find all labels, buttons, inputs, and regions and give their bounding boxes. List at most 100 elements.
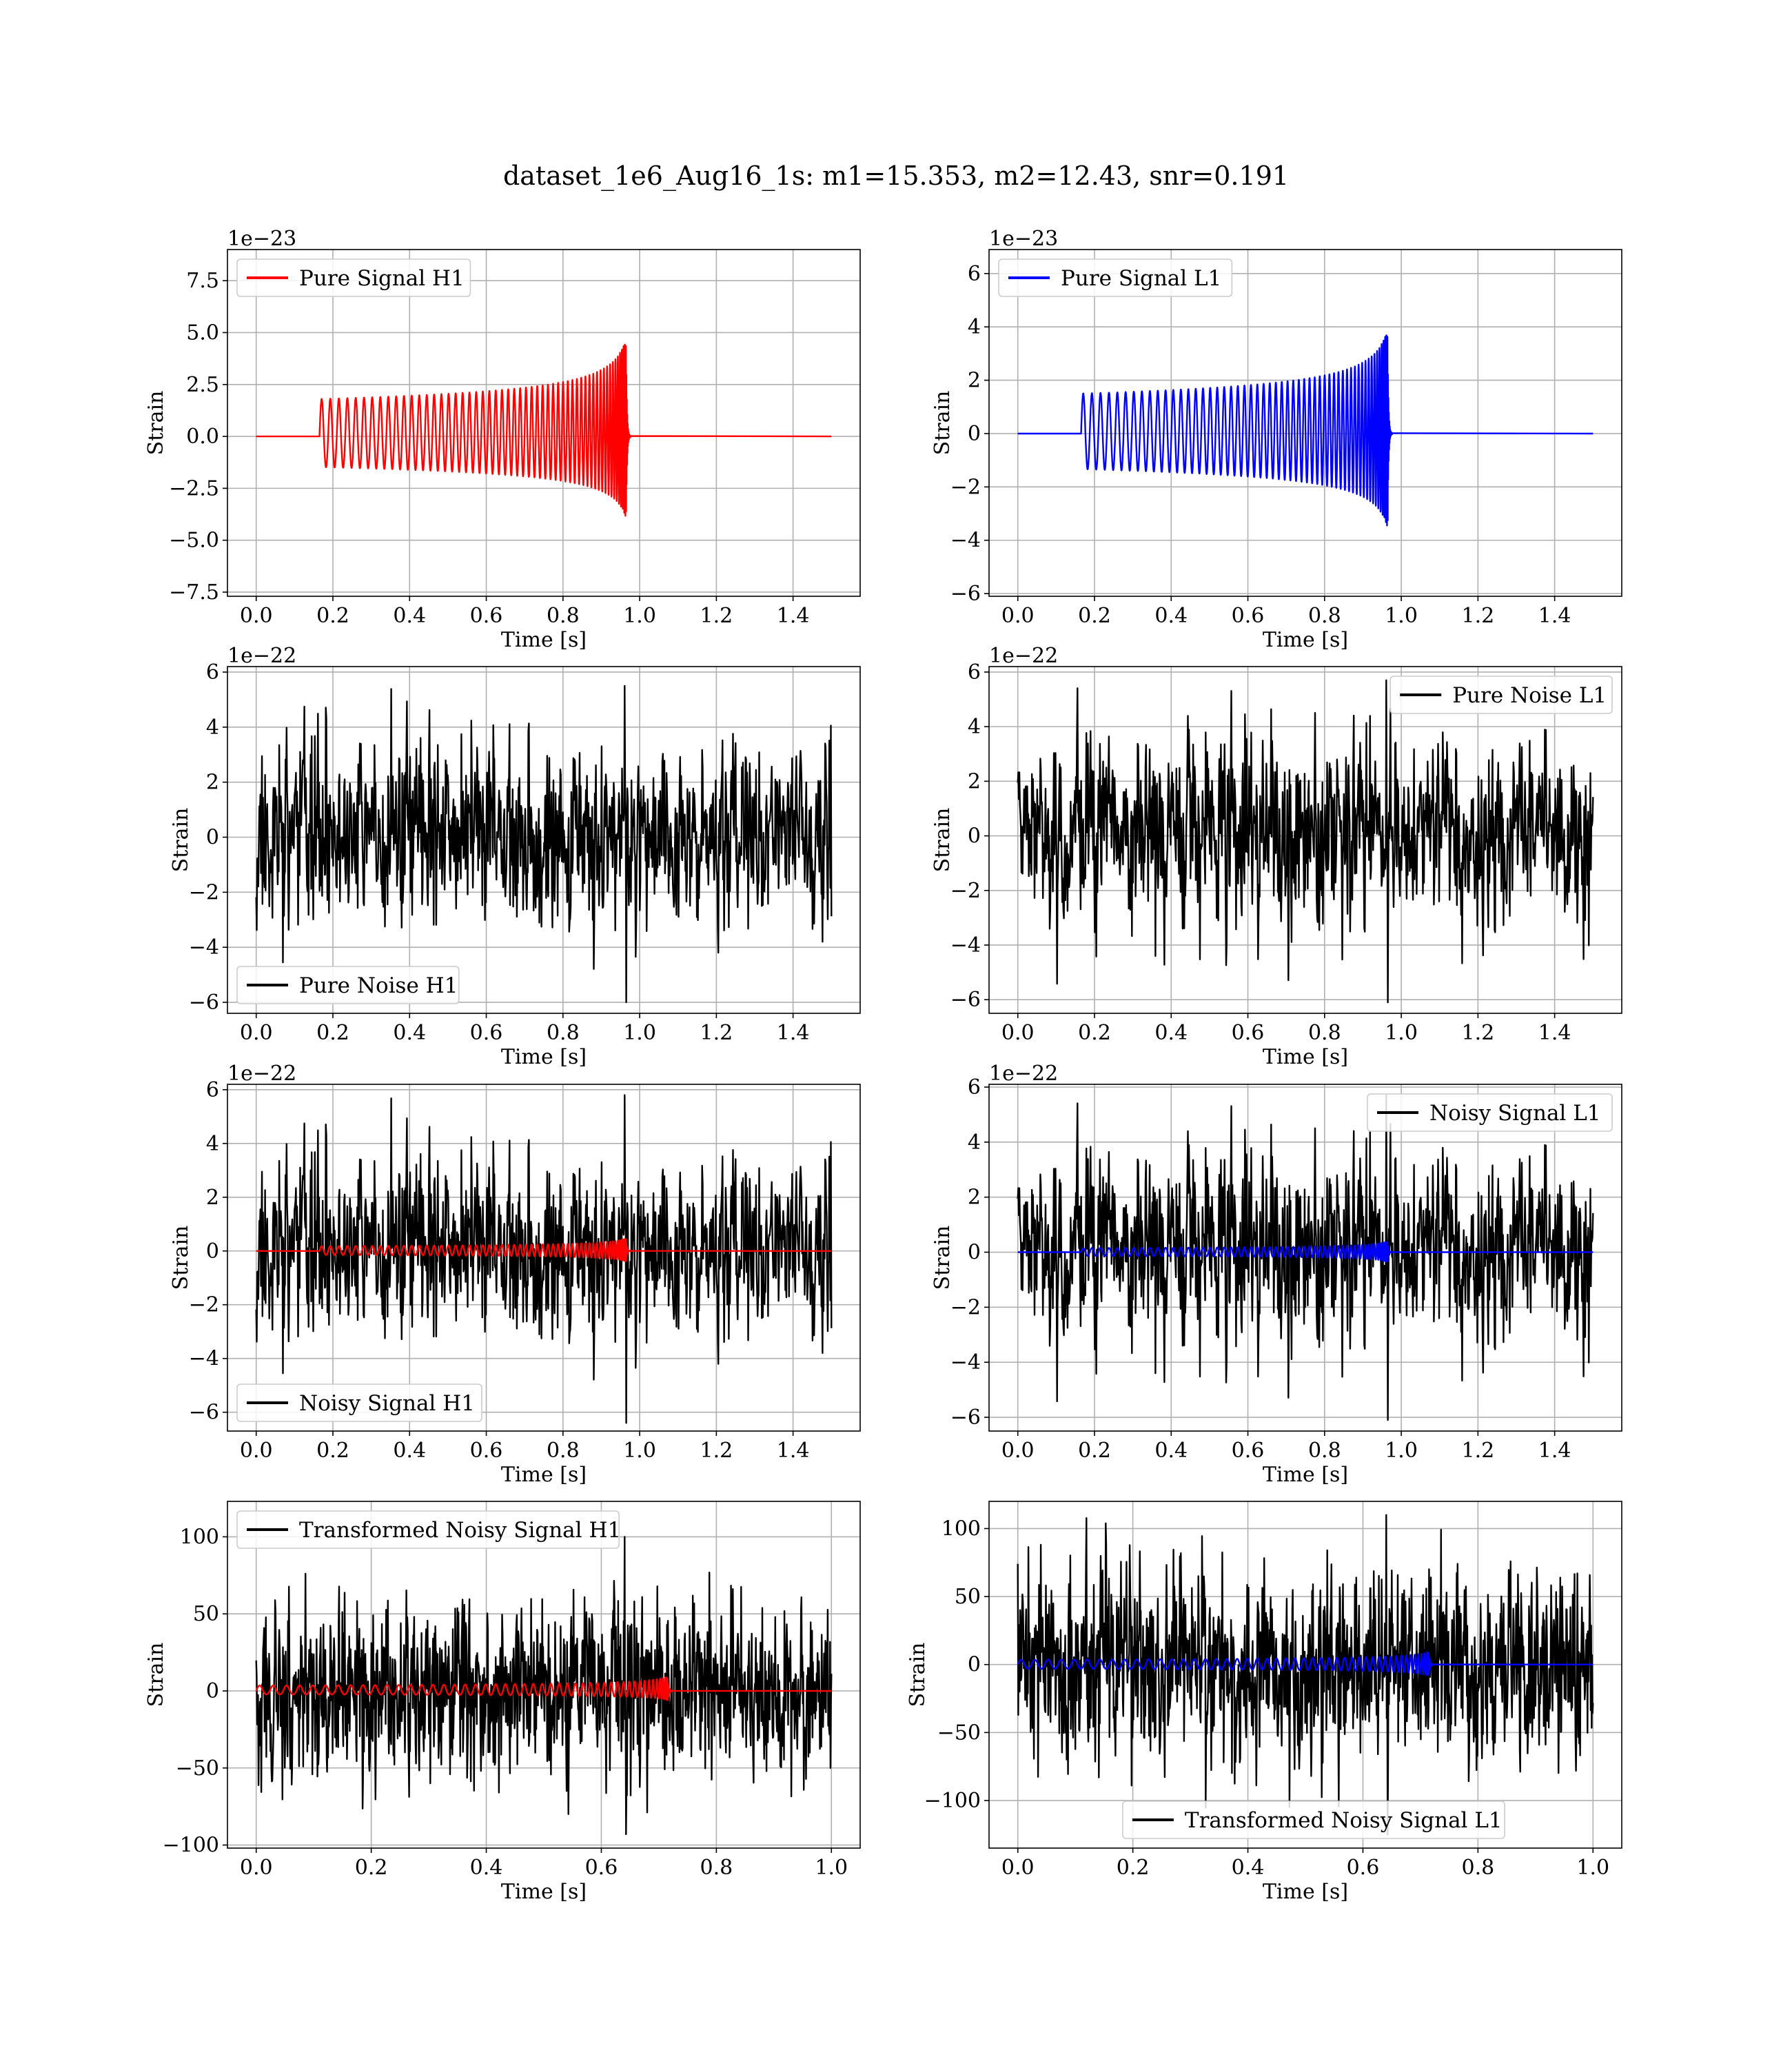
legend-box [236, 1510, 620, 1549]
y-axis-label: Strain [930, 1226, 955, 1290]
x-tick-label: 1.0 [623, 604, 656, 628]
y-tick-label: 2 [206, 1186, 219, 1210]
series-group [255, 1094, 833, 1424]
x-tick-label: 0.0 [1001, 1021, 1035, 1045]
legend: Pure Noise H1 [236, 966, 460, 1004]
x-tick-label: 0.8 [1308, 1021, 1341, 1045]
x-tick-label: 0.8 [547, 1439, 580, 1463]
x-tick-label: 1.4 [1538, 1439, 1571, 1463]
legend-label: Noisy Signal H1 [299, 1391, 475, 1416]
x-tick-label: 0.8 [547, 604, 580, 628]
y-tick-label: −4 [950, 529, 981, 553]
legend: Noisy Signal H1 [236, 1383, 482, 1422]
figure-title: dataset_1e6_Aug16_1s: m1=15.353, m2=12.4… [503, 161, 1289, 192]
subplot-3: 0.0 0.2 0.4 0.6 0.8 1.0 1.2 1.4 −6 −4 −2 0 2 4 6 Time [… [169, 644, 861, 1069]
x-tick-label: 0.0 [1001, 1856, 1035, 1880]
x-tick-label: 1.0 [1385, 1439, 1418, 1463]
legend-box [236, 966, 460, 1004]
x-tick-label: 1.4 [777, 604, 810, 628]
axes-frame [227, 666, 861, 1014]
x-tick-label: 0.4 [470, 1856, 503, 1880]
y-tick-label: −6 [950, 582, 981, 606]
y-axis-label: Strain [930, 391, 955, 456]
x-tick-label: 1.0 [1385, 1021, 1418, 1045]
x-tick-label: 0.8 [1462, 1856, 1495, 1880]
x-tick-label: 0.6 [585, 1856, 618, 1880]
x-tick-label: 1.2 [700, 604, 733, 628]
x-tick-label: 0.2 [316, 1439, 349, 1463]
series-line-1 [255, 1094, 833, 1424]
x-tick-label: 0.6 [1232, 604, 1265, 628]
x-tick-label: 1.4 [777, 1021, 810, 1045]
y-tick-label: 4 [968, 1131, 981, 1155]
legend-box [236, 1383, 482, 1422]
legend-label: Pure Noise L1 [1452, 683, 1607, 708]
x-tick-label: 0.4 [1154, 604, 1188, 628]
y-tick-label: −50 [937, 1721, 981, 1745]
y-tick-label: 7.5 [186, 269, 219, 293]
x-tick-label: 0.2 [355, 1856, 388, 1880]
subplot-4: 0.0 0.2 0.4 0.6 0.8 1.0 1.2 1.4 −6 −4 −2 0 2 4 6 Time [… [930, 644, 1622, 1069]
axis-offset-label: 1e−22 [989, 1062, 1058, 1086]
y-tick-label: −2 [950, 475, 981, 499]
x-tick-label: 0.6 [470, 604, 503, 628]
y-tick-label: 2 [968, 1186, 981, 1210]
y-tick-label: −6 [189, 991, 219, 1015]
series-group [1017, 1514, 1594, 1836]
x-tick-label: 0.8 [700, 1856, 733, 1880]
x-tick-label: 1.4 [1538, 604, 1571, 628]
y-tick-label: 0 [968, 824, 981, 849]
x-axis-label: Time [s] [1263, 1045, 1348, 1069]
x-tick-label: 0.8 [1308, 604, 1341, 628]
x-tick-label: 0.2 [1078, 1021, 1111, 1045]
y-tick-label: −4 [950, 1350, 981, 1375]
series-line-1 [1017, 1094, 1594, 1421]
axis-offset-label: 1e−22 [227, 1062, 296, 1086]
x-tick-label: 1.2 [700, 1439, 733, 1463]
subplot-6: 0.0 0.2 0.4 0.6 0.8 1.0 1.2 1.4 −6 −4 −2 0 2 4 6 Time [… [930, 1062, 1622, 1487]
x-tick-label: 0.0 [1001, 1439, 1035, 1463]
y-tick-label: −2 [950, 1295, 981, 1319]
y-tick-label: −100 [924, 1789, 981, 1813]
subplot-7: 0.0 0.2 0.4 0.6 0.8 1.0 −100 −50 0 50 100 Time [s] S… [144, 1501, 861, 1904]
legend-label: Pure Signal H1 [299, 266, 465, 291]
x-axis-label: Time [s] [501, 1463, 587, 1487]
x-tick-label: 0.0 [1001, 604, 1035, 628]
axes-frame [227, 1501, 861, 1849]
x-axis-label: Time [s] [501, 628, 587, 652]
x-axis-label: Time [s] [1263, 628, 1348, 652]
y-tick-label: −5.0 [169, 529, 219, 553]
y-tick-label: −50 [176, 1756, 219, 1781]
x-tick-label: 0.6 [1347, 1856, 1380, 1880]
y-tick-label: −4 [189, 935, 219, 960]
legend-box [236, 258, 471, 297]
series-line-2 [1017, 1652, 1594, 1676]
x-tick-label: 0.6 [1232, 1021, 1265, 1045]
x-tick-label: 1.4 [1538, 1021, 1571, 1045]
legend: Pure Signal L1 [998, 258, 1233, 297]
x-tick-label: 0.2 [1078, 604, 1111, 628]
axis-offset-label: 1e−22 [227, 644, 296, 668]
y-tick-label: 6 [968, 262, 981, 286]
y-tick-label: 0 [206, 826, 219, 850]
x-tick-label: 0.6 [470, 1021, 503, 1045]
y-axis-label: Strain [144, 1643, 168, 1707]
y-axis-label: Strain [169, 808, 193, 873]
series-line-2 [1017, 1241, 1594, 1263]
y-tick-label: −6 [950, 1406, 981, 1430]
series-line-1 [1017, 1514, 1594, 1836]
legend-label: Transformed Noisy Signal H1 [299, 1518, 621, 1543]
y-tick-label: 100 [941, 1517, 981, 1541]
legend: Transformed Noisy Signal H1 [236, 1510, 621, 1549]
series-line-2 [256, 1238, 832, 1262]
x-tick-label: 1.2 [1462, 1439, 1495, 1463]
series-group [1017, 1094, 1594, 1421]
legend: Transformed Noisy Signal L1 [1122, 1801, 1505, 1839]
x-tick-label: 1.0 [815, 1856, 848, 1880]
y-tick-label: 2.5 [186, 373, 219, 397]
axes-frame [988, 1501, 1622, 1849]
x-axis-label: Time [s] [501, 1045, 587, 1069]
legend-box [1122, 1801, 1505, 1839]
legend-box [1389, 676, 1613, 714]
x-tick-label: 0.4 [1232, 1856, 1265, 1880]
